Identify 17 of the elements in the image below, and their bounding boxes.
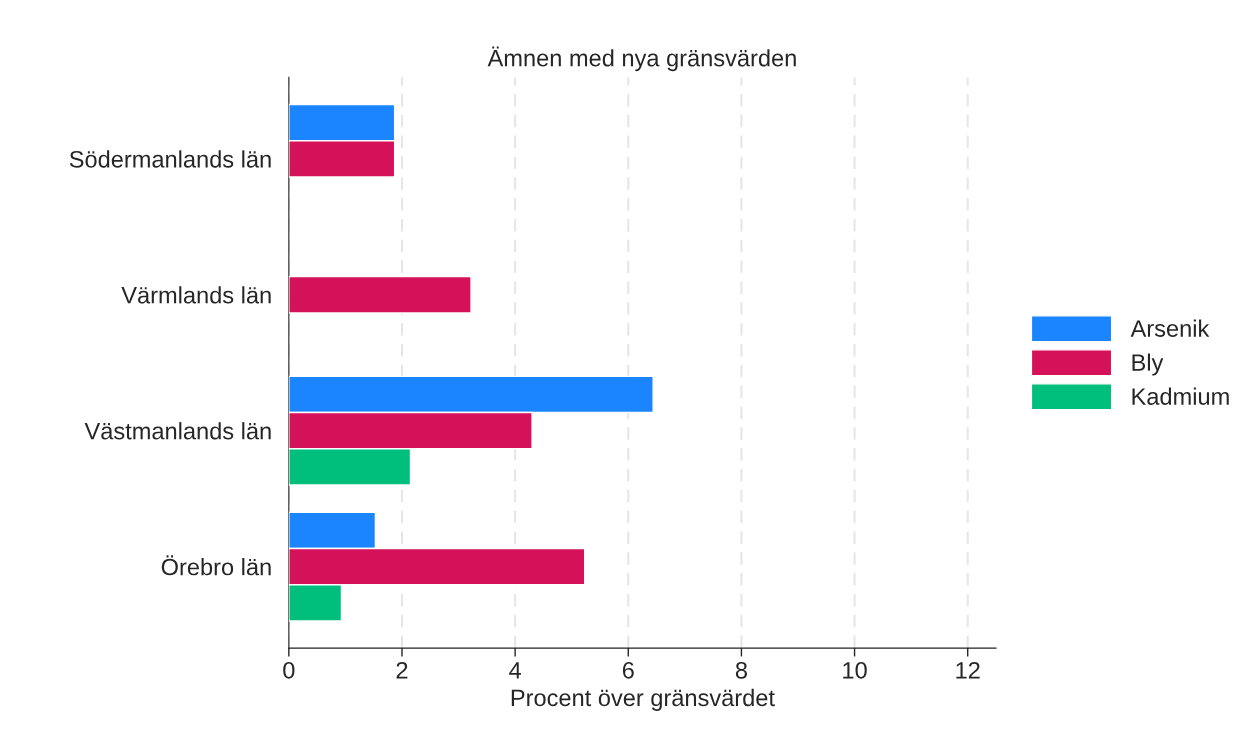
y-tick-label: Västmanlands län <box>84 422 271 440</box>
chart-title: Ämnen med nya gränsvärden <box>487 46 796 72</box>
x-tick-label: 2 <box>396 661 408 679</box>
x-tick-label: 12 <box>956 661 980 679</box>
x-tick-label: 6 <box>622 661 634 679</box>
x-tick-label: 4 <box>509 662 522 679</box>
legend-label: Kadmium <box>1132 387 1229 405</box>
x-tick-label: 0 <box>283 661 295 679</box>
legend-label: Bly <box>1132 353 1164 376</box>
y-tick-label: Södermanlands län <box>69 150 271 168</box>
y-tick-label: Värmlands län <box>121 286 271 304</box>
bar <box>288 275 472 314</box>
y-tick-label: Örebro län <box>161 555 271 576</box>
x-tick-label: 10 <box>843 661 867 679</box>
x-tick-label: 8 <box>735 661 747 679</box>
legend-label: Arsenik <box>1130 319 1210 337</box>
x-axis-title: Procent över gränsvärdet <box>511 688 775 711</box>
